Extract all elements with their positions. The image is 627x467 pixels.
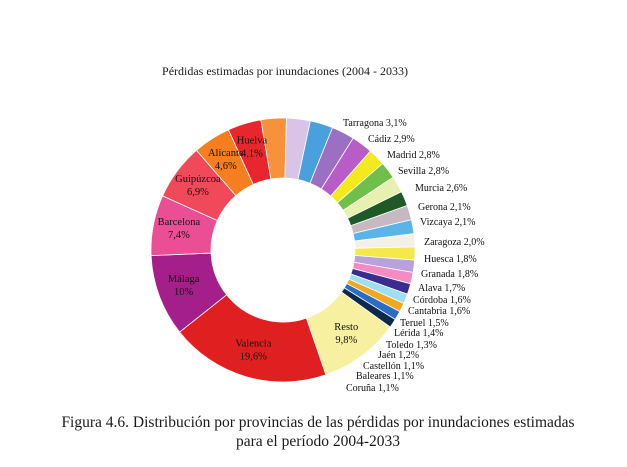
slice-value-resto: 9,8%	[335, 335, 357, 346]
slice-value-huelva: 4,1%	[241, 149, 263, 160]
slice-label-teruel: Teruel 1,5%	[400, 318, 449, 329]
slice-label-murcia: Murcia 2,6%	[415, 183, 467, 194]
slice-label-huesca: Huesca 1,8%	[424, 254, 477, 265]
slice-label-coruna: Coruña 1,1%	[346, 383, 399, 394]
slice-label-lerida: Lérida 1,4%	[394, 328, 443, 339]
slice-label-alava: Alava 1,7%	[418, 283, 465, 294]
caption-line-1: Figura 4.6. Distribución por provincias …	[61, 414, 575, 431]
slice-value-guipuzcoa: 6,9%	[187, 187, 209, 198]
slice-label-valencia: Valencia	[235, 339, 271, 350]
slice-value-malaga: 10%	[174, 287, 194, 298]
slice-label-baleares: Baleares 1,1%	[356, 371, 414, 382]
slice-value-barcelona: 7,4%	[168, 230, 190, 241]
slice-label-sevilla: Sevilla 2,8%	[398, 166, 449, 177]
slice-value-valencia: 19,6%	[240, 352, 267, 363]
slice-label-gerona: Gerona 2,1%	[418, 202, 471, 213]
slices-group	[150, 117, 416, 383]
slice-label-alicante: Alicante	[208, 148, 244, 159]
slice-label-malaga: Málaga	[168, 274, 200, 285]
labels-group: Valencia 19,6% Málaga 10% Barcelona 7,4% Guipú…	[158, 118, 485, 394]
caption-line-2: para el período 2004-2033	[236, 433, 400, 450]
slice-label-resto: Resto	[334, 322, 358, 333]
slice-label-barcelona: Barcelona	[158, 217, 201, 228]
slice-label-vizcaya: Vizcaya 2,1%	[420, 217, 475, 228]
slice-label-granada: Granada 1,8%	[421, 269, 478, 280]
slice-label-madrid: Madrid 2,8%	[387, 150, 440, 161]
slice-label-guipuzcoa: Guipúzcoa	[175, 174, 221, 185]
slice-label-zaragoza: Zaragoza 2,0%	[424, 237, 485, 248]
slice-label-cordoba: Córdoba 1,6%	[413, 295, 471, 306]
slice-label-jaen: Jaén 1,2%	[378, 350, 419, 361]
figure-caption: Figura 4.6. Distribución por provincias …	[18, 413, 618, 451]
slice-label-huelva: Huelva	[237, 136, 268, 147]
chart-title: Pérdidas estimadas por inundaciones (200…	[162, 64, 408, 78]
slice-label-cadiz: Cádiz 2,9%	[368, 134, 415, 145]
slice-label-toledo: Toledo 1,3%	[386, 340, 437, 351]
slice-value-alicante: 4,6%	[215, 161, 237, 172]
slice-label-cantabria: Cantabria 1,6%	[408, 306, 470, 317]
slice-label-tarragona: Tarragona 3,1%	[343, 118, 407, 129]
slice-label-castellon: Castellón 1,1%	[363, 361, 424, 372]
slice-resto	[305, 291, 391, 376]
